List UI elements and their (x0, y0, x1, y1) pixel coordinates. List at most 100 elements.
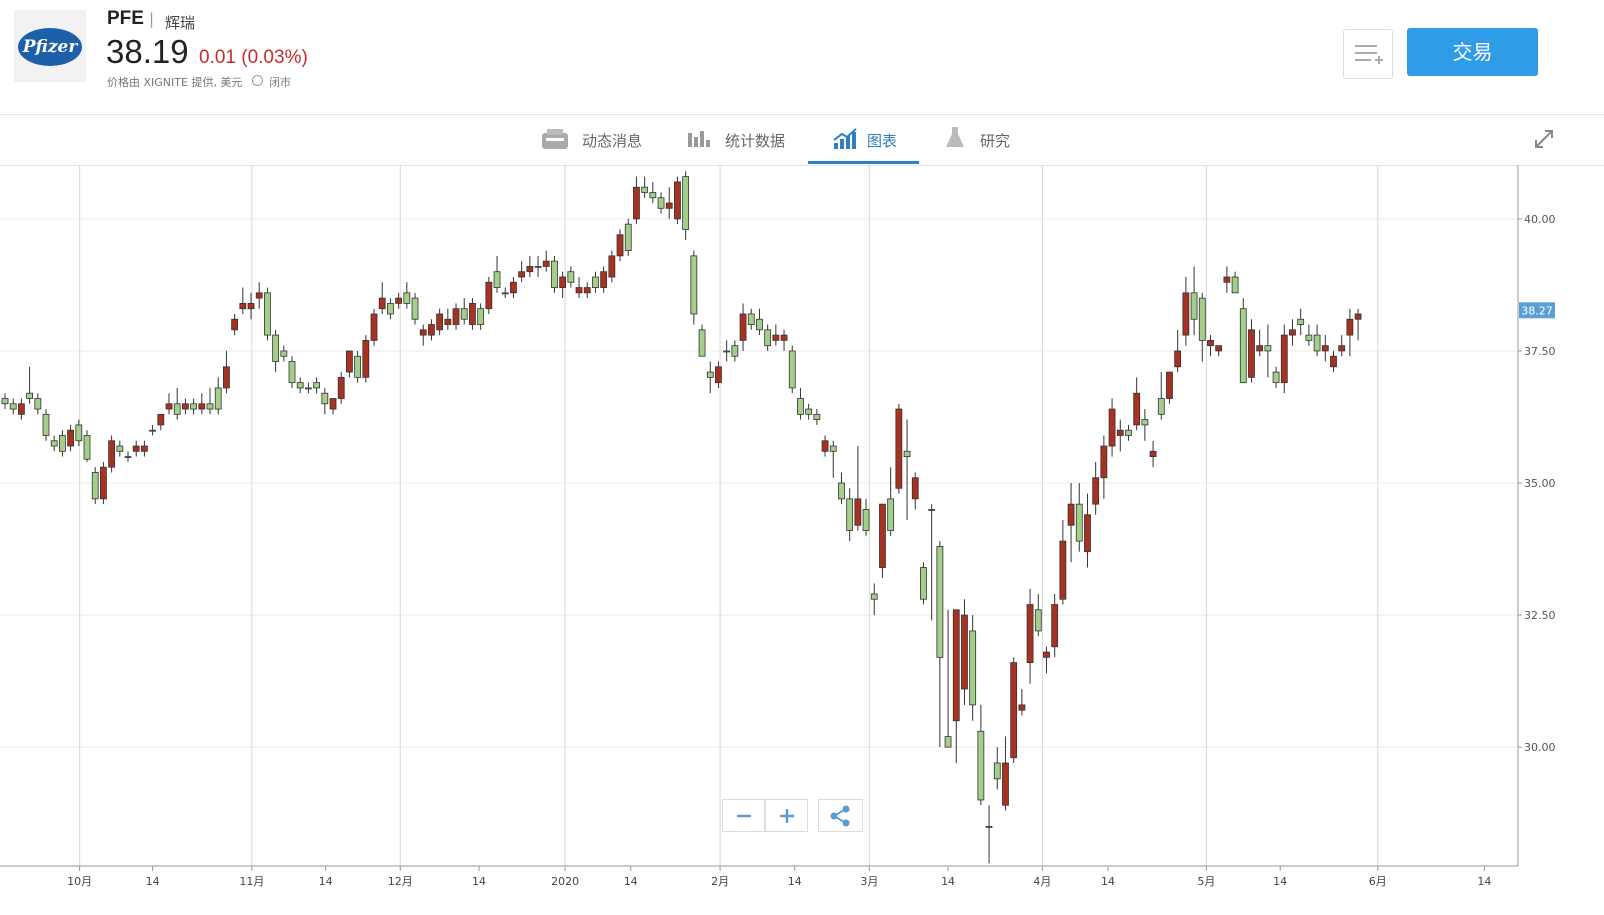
candle-body (321, 392, 329, 405)
candle-body (239, 303, 247, 310)
candle-body (518, 271, 526, 278)
tab[interactable]: 图表 (867, 132, 898, 150)
chart-controls (722, 799, 863, 832)
x-tick-label: 14 (1477, 875, 1491, 888)
candle-body (116, 445, 124, 452)
market-status: 闭市 (269, 76, 291, 89)
candle-body (313, 382, 321, 389)
logo: Pfizer (14, 10, 86, 82)
candle-body (624, 223, 632, 251)
candle-body (108, 440, 116, 468)
trade-button[interactable]: 交易 (1407, 28, 1538, 76)
x-tick-label: 14 (1101, 875, 1115, 888)
symbol: PFE (107, 8, 144, 29)
x-tick-label: 14 (624, 875, 638, 888)
candle-body (1002, 762, 1009, 806)
candle-body (1313, 334, 1321, 352)
candle-body (969, 630, 977, 706)
candle-body (91, 472, 99, 500)
candle-body (1239, 308, 1247, 384)
candle-body (895, 408, 903, 489)
x-tick-label: 6月 (1369, 875, 1387, 888)
candle-body (559, 276, 567, 288)
candle-body (780, 334, 788, 341)
candle-body (67, 429, 75, 447)
candle-body (444, 318, 452, 325)
active-tab-underline (808, 161, 919, 164)
candle-body (608, 255, 616, 278)
candle-body (346, 350, 353, 373)
candle-body (1321, 345, 1329, 352)
y-tick-label: 32.50 (1524, 609, 1556, 622)
candle-body (255, 292, 263, 299)
candle-body (231, 318, 239, 331)
candle-body (100, 466, 107, 500)
candle-body (141, 445, 148, 452)
last-price-label: 38.27 (1521, 304, 1553, 317)
company-name: 辉瑞 (165, 14, 196, 32)
candle-body (411, 297, 419, 320)
news-icon (542, 129, 568, 149)
candle-body (485, 281, 493, 310)
candle-body (132, 445, 140, 452)
x-tick-label: 5月 (1197, 875, 1215, 888)
source: 价格由 XIGNITE 提供, 美元 (107, 76, 243, 89)
candle-body (1125, 429, 1132, 436)
candle-body (149, 429, 157, 432)
candle-body (1207, 339, 1214, 347)
candle-body (600, 271, 608, 288)
candle-body (1067, 503, 1075, 526)
candle-body (764, 329, 772, 347)
candle-body (493, 271, 501, 288)
clock-icon (252, 75, 263, 86)
candle-body (879, 503, 886, 568)
candle-body (1100, 445, 1108, 479)
candle-body (1059, 540, 1067, 600)
candle-body (821, 440, 829, 452)
x-tick-label: 14 (472, 875, 486, 888)
tab[interactable]: 动态消息 (582, 132, 643, 150)
candle-body (1051, 604, 1059, 648)
candle-body (698, 329, 706, 357)
candle-body (1149, 450, 1157, 457)
candle-body (920, 567, 927, 600)
candle-body (616, 234, 624, 257)
candle-body (674, 181, 681, 220)
x-tick-label: 12月 (388, 875, 413, 888)
candle-body (1034, 609, 1042, 632)
candle-body (592, 276, 599, 288)
tab[interactable]: 统计数据 (725, 132, 786, 150)
candle-body (510, 281, 517, 294)
candle-body (1182, 292, 1190, 336)
header: Pfizer PFE | 辉瑞 38.19 0.01 (0.03%) 价格由 X… (0, 0, 1604, 115)
candle-body (378, 297, 386, 310)
candle-body (1280, 334, 1288, 384)
candle-body (1133, 392, 1141, 426)
candle-body (1256, 345, 1264, 352)
watchlist-button[interactable] (1343, 29, 1393, 79)
candle-body (1141, 419, 1149, 426)
candle-body (354, 355, 362, 378)
candle-body (526, 266, 534, 273)
candle-body (1010, 662, 1018, 759)
research-icon (946, 127, 964, 147)
candle-body (1272, 371, 1280, 384)
candle-body (772, 334, 780, 341)
candle-body (682, 176, 690, 230)
candle-body (944, 736, 952, 748)
tab[interactable]: 研究 (980, 132, 1011, 150)
share[interactable] (818, 799, 863, 832)
fullscreen-icon[interactable] (1533, 128, 1555, 150)
x-tick-label: 2020 (551, 875, 579, 888)
share-lines (832, 808, 847, 824)
candle-body (657, 197, 665, 209)
x-tick-label: 14 (319, 875, 333, 888)
candle-body (403, 292, 411, 304)
chart-icon (833, 128, 857, 149)
candle-body (985, 825, 993, 828)
candle-body (206, 403, 214, 410)
plus-icon (780, 809, 794, 823)
candle-body (1157, 398, 1165, 415)
candle-body (362, 339, 370, 378)
